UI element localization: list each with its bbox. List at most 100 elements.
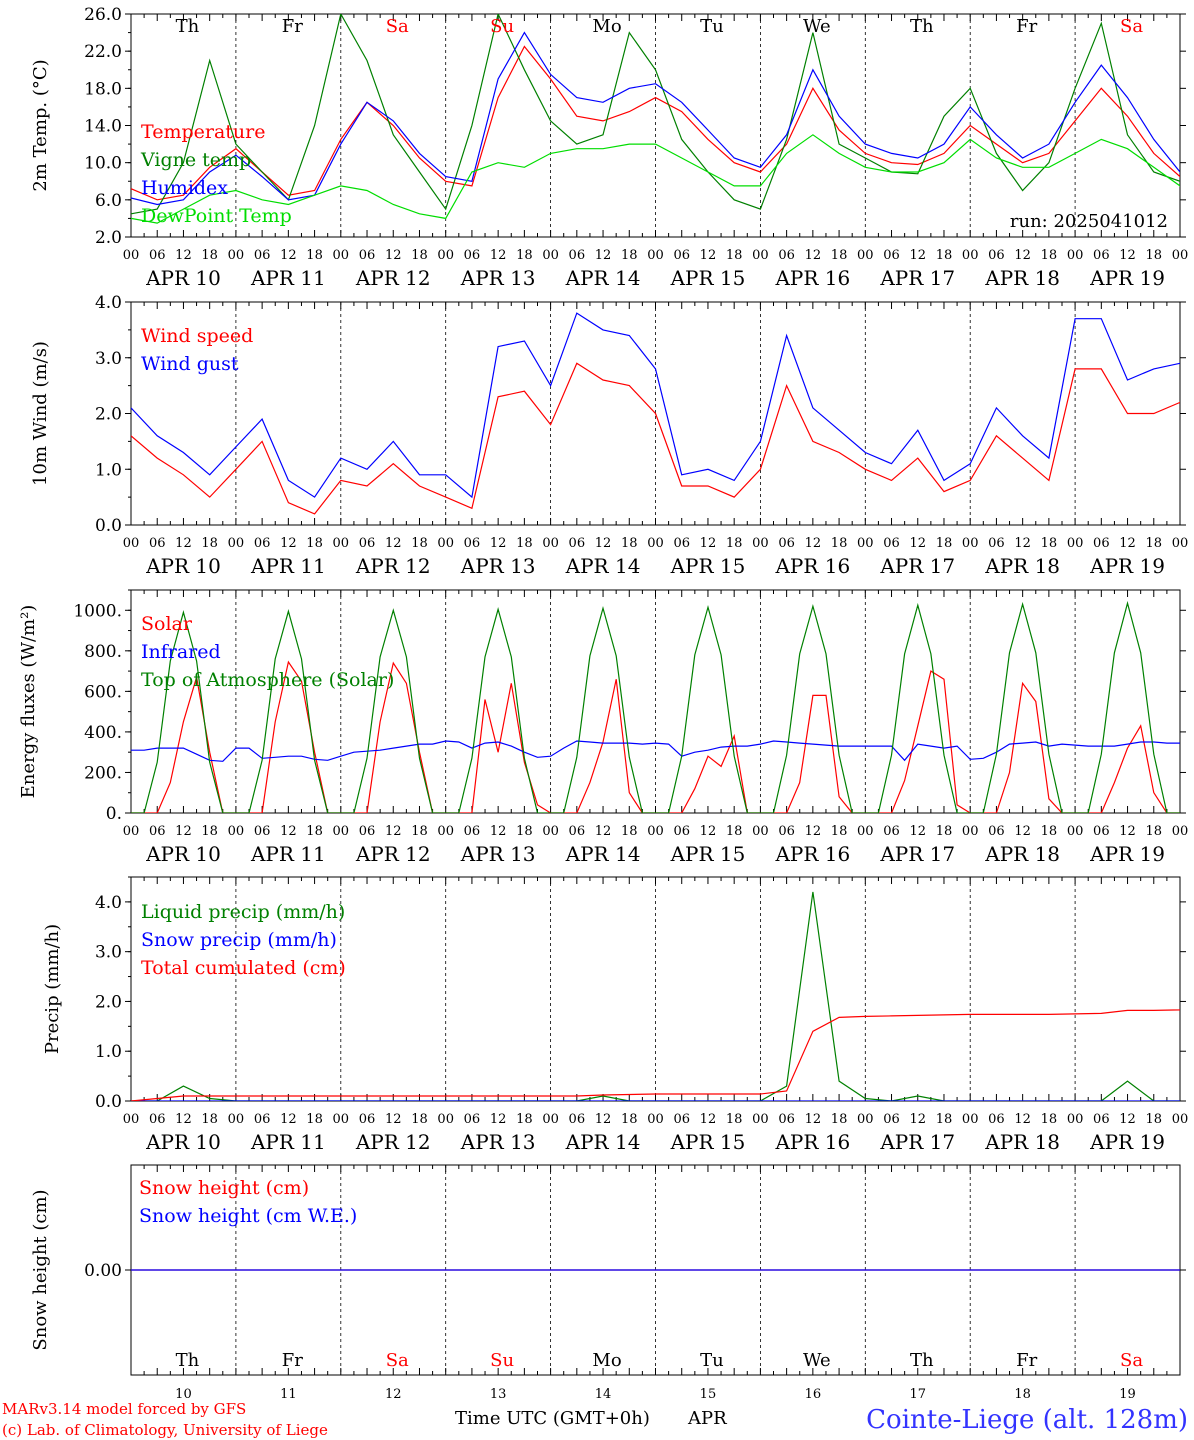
y-tick-label: 3.0 xyxy=(95,943,122,963)
hour-tick-label: 18 xyxy=(621,536,638,551)
hour-tick-label: 12 xyxy=(805,824,822,839)
hour-tick-label: 12 xyxy=(1119,536,1136,551)
hour-tick-label: 12 xyxy=(700,248,717,263)
hour-tick-label: 00 xyxy=(857,248,874,263)
date-label: APR 15 xyxy=(670,1130,746,1154)
hour-tick-label: 18 xyxy=(621,248,638,263)
date-label: APR 14 xyxy=(565,266,641,290)
hour-tick-label: 06 xyxy=(1093,248,1110,263)
hour-tick-label: 18 xyxy=(936,824,953,839)
hour-tick-label: 18 xyxy=(1041,536,1058,551)
date-label: APR 19 xyxy=(1089,842,1165,866)
legend-dewpoint: DewPoint Temp xyxy=(141,205,292,227)
hour-tick-label: 00 xyxy=(857,536,874,551)
legend-snow_precip: Snow precip (mm/h) xyxy=(141,929,337,951)
hour-tick-label: 18 xyxy=(936,1112,953,1127)
hour-tick-label: 06 xyxy=(1093,1112,1110,1127)
weekday-label: Mo xyxy=(592,1350,621,1371)
hour-tick-label: 00 xyxy=(333,1112,350,1127)
hour-tick-label: 00 xyxy=(962,536,979,551)
hour-tick-label: 18 xyxy=(831,1112,848,1127)
hour-tick-label: 06 xyxy=(569,1112,586,1127)
y-axis-label: 2m Temp. (°C) xyxy=(30,59,51,191)
y-tick-label: 400. xyxy=(84,723,122,743)
date-label: APR 13 xyxy=(460,266,536,290)
hour-tick-label: 12 xyxy=(805,248,822,263)
weekday-label: Tu xyxy=(700,1350,724,1371)
hour-tick-label: 12 xyxy=(1119,248,1136,263)
hour-tick-label: 06 xyxy=(569,536,586,551)
hour-tick-label: 18 xyxy=(1041,1112,1058,1127)
date-label: APR 14 xyxy=(565,1130,641,1154)
hour-tick-label: 12 xyxy=(909,248,926,263)
hour-tick-label: 06 xyxy=(464,1112,481,1127)
date-label: APR 11 xyxy=(250,1130,326,1154)
weekday-label: Sa xyxy=(386,1350,409,1371)
hour-tick-label: 00 xyxy=(647,1112,664,1127)
hour-tick-label: 12 xyxy=(700,536,717,551)
hour-tick-label: 00 xyxy=(647,824,664,839)
hour-tick-label: 18 xyxy=(1041,824,1058,839)
hour-tick-label: 12 xyxy=(1119,1112,1136,1127)
hour-tick-label: 12 xyxy=(490,1112,507,1127)
hour-tick-label: 06 xyxy=(254,824,271,839)
hour-tick-label: 12 xyxy=(280,1112,297,1127)
hour-tick-label: 18 xyxy=(1146,1112,1163,1127)
hour-tick-label: 12 xyxy=(1014,824,1031,839)
y-axis-label: Snow height (cm) xyxy=(30,1189,51,1350)
hour-tick-label: 00 xyxy=(123,536,140,551)
hour-tick-label: 00 xyxy=(1067,536,1084,551)
hour-tick-label: 00 xyxy=(857,1112,874,1127)
hour-tick-label: 00 xyxy=(333,536,350,551)
day-number: 18 xyxy=(1014,1387,1031,1402)
date-label: APR 12 xyxy=(355,554,431,578)
hour-tick-label: 00 xyxy=(437,248,454,263)
hour-tick-label: 00 xyxy=(123,824,140,839)
hour-tick-label: 06 xyxy=(464,824,481,839)
date-label: APR 16 xyxy=(774,266,850,290)
day-number: 13 xyxy=(490,1387,507,1402)
weekday-label: Tu xyxy=(700,16,724,37)
hour-tick-label: 00 xyxy=(962,824,979,839)
y-tick-label: 26.0 xyxy=(84,5,122,25)
hour-tick-label: 18 xyxy=(201,536,218,551)
hour-tick-label: 00 xyxy=(752,248,769,263)
hour-tick-label: 00 xyxy=(437,536,454,551)
panel-2 xyxy=(125,301,1186,526)
date-label: APR 12 xyxy=(355,1130,431,1154)
x-axis-label: Time UTC (GMT+0h) xyxy=(455,1408,650,1429)
hour-tick-label: 00 xyxy=(1172,1112,1189,1127)
hour-tick-label: 00 xyxy=(437,1112,454,1127)
hour-tick-label: 00 xyxy=(1067,824,1084,839)
y-axis-label: Precip (mm/h) xyxy=(42,924,63,1054)
hour-tick-label: 06 xyxy=(988,1112,1005,1127)
hour-tick-label: 18 xyxy=(306,824,323,839)
legend-toa: Top of Atmosphere (Solar) xyxy=(141,669,394,691)
hour-tick-label: 06 xyxy=(569,824,586,839)
hour-tick-label: 18 xyxy=(831,248,848,263)
hour-tick-label: 18 xyxy=(726,536,743,551)
hour-tick-label: 12 xyxy=(700,1112,717,1127)
date-label: APR 17 xyxy=(879,1130,955,1154)
hour-tick-label: 06 xyxy=(149,824,166,839)
hour-tick-label: 00 xyxy=(1172,248,1189,263)
date-label: APR 18 xyxy=(984,1130,1060,1154)
hour-tick-label: 06 xyxy=(464,248,481,263)
hour-tick-label: 12 xyxy=(1119,824,1136,839)
hour-tick-label: 06 xyxy=(149,1112,166,1127)
legend-temperature: Temperature xyxy=(141,121,265,143)
day-number: 19 xyxy=(1119,1387,1136,1402)
hour-tick-label: 12 xyxy=(385,248,402,263)
y-tick-label: 800. xyxy=(84,642,122,662)
hour-tick-label: 18 xyxy=(411,248,428,263)
hour-tick-label: 12 xyxy=(175,536,192,551)
y-tick-label: 2.0 xyxy=(95,405,122,425)
hour-tick-label: 18 xyxy=(201,1112,218,1127)
panel-frame xyxy=(130,589,1181,814)
y-tick-label: 4.0 xyxy=(95,893,122,913)
hour-tick-label: 18 xyxy=(621,1112,638,1127)
y-tick-label: 10.0 xyxy=(84,154,122,174)
hour-tick-label: 18 xyxy=(1041,248,1058,263)
legend-snow_we: Snow height (cm W.E.) xyxy=(139,1205,357,1227)
